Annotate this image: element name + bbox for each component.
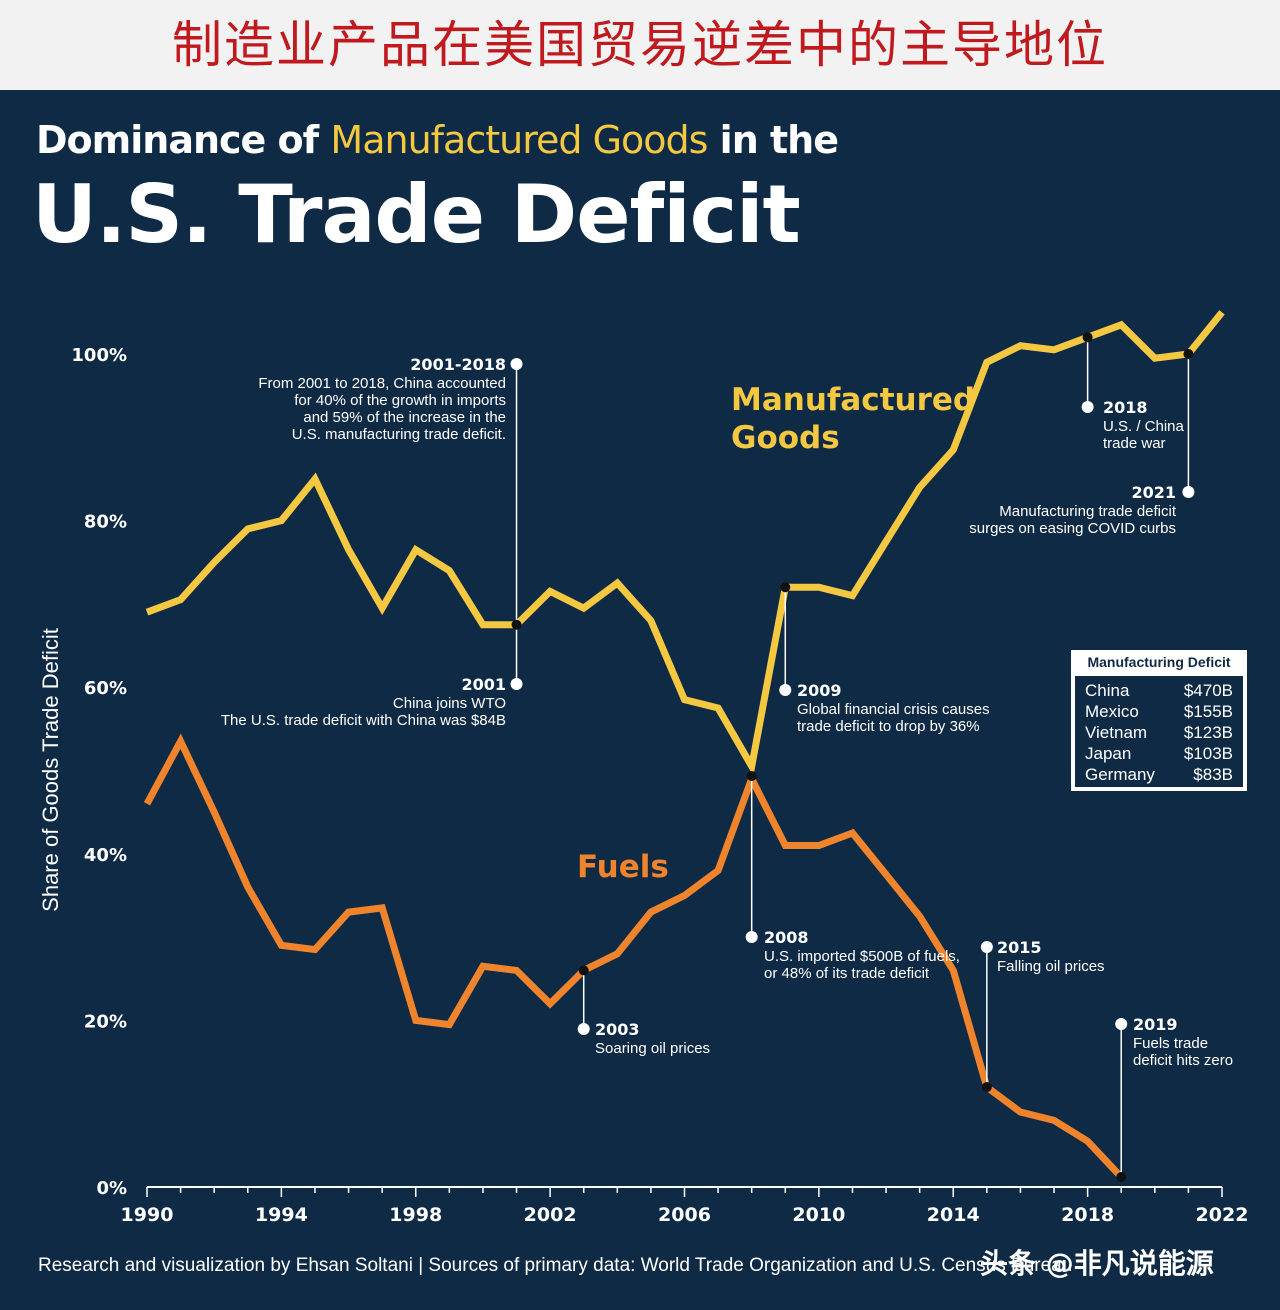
x-tick-label: 2018	[1061, 1204, 1114, 1226]
country: China	[1085, 681, 1130, 700]
annotation-year: 2003	[595, 1020, 640, 1039]
annotation-text: for 40% of the growth in imports	[294, 392, 506, 409]
annotation-text: China joins WTO	[393, 695, 506, 712]
y-tick-label: 40%	[84, 845, 127, 866]
chart-title-main: U.S. Trade Deficit	[32, 168, 801, 261]
deficit-value: $155B	[1183, 702, 1233, 721]
annotation-text: Global financial crisis causes	[797, 701, 990, 718]
annotation-marker	[1182, 486, 1195, 498]
x-tick-label: 2014	[927, 1204, 980, 1226]
annotation-text: Fuels trade	[1133, 1035, 1208, 1052]
table-row: Japan $103B	[1085, 743, 1233, 764]
manufactured-series-label: Manufactured	[731, 382, 975, 418]
country: Japan	[1085, 744, 1132, 763]
x-tick-label: 1990	[121, 1204, 174, 1226]
annotation-year: 2001-2018	[410, 355, 506, 374]
annotation-marker	[745, 931, 758, 943]
annotation-year: 2001	[461, 675, 506, 694]
x-tick-label: 2002	[524, 1204, 577, 1226]
data-point-marker	[1183, 349, 1194, 359]
annotation-text: surges on easing COVID curbs	[969, 520, 1176, 537]
annotation-marker	[980, 941, 993, 953]
annotation-year: 2015	[997, 938, 1042, 957]
chart-title-line1: Dominance of Manufactured Goods in the	[36, 118, 839, 162]
annotation-text: From 2001 to 2018, China accounted	[258, 375, 506, 392]
data-point-marker	[1082, 332, 1093, 343]
annotation-text: U.S. / China	[1103, 418, 1185, 435]
annotation-text: trade deficit to drop by 36%	[797, 718, 980, 735]
annotation-text: The U.S. trade deficit with China was $8…	[221, 712, 506, 729]
fuels-series-label: Fuels	[577, 849, 669, 885]
deficit-value: $123B	[1183, 723, 1233, 742]
y-tick-label: 80%	[84, 512, 127, 533]
annotation-marker	[510, 678, 523, 690]
data-point-marker	[578, 965, 589, 976]
annotation-marker	[577, 1023, 590, 1035]
x-tick-label: 1994	[255, 1204, 308, 1226]
title-highlight: Manufactured Goods	[330, 118, 708, 162]
annotation-text: trade war	[1103, 435, 1166, 452]
banner-title: 制造业产品在美国贸易逆差中的主导地位	[172, 16, 1108, 74]
table-row: Vietnam $123B	[1085, 722, 1233, 743]
annotation-year: 2021	[1131, 483, 1176, 502]
deficit-table: Manufacturing Deficit 2022 China $470B Me…	[1069, 648, 1249, 793]
data-point-marker	[511, 619, 522, 630]
annotation-marker	[1081, 401, 1094, 413]
title-suffix: in the	[707, 118, 839, 162]
table-row: Germany $83B	[1085, 764, 1233, 785]
annotation-text: U.S. manufacturing trade deficit.	[292, 426, 506, 443]
deficit-value: $103B	[1183, 744, 1233, 763]
annotation-marker	[510, 358, 523, 370]
annotation-year: 2018	[1103, 398, 1148, 417]
x-tick-label: 2006	[658, 1204, 711, 1226]
banner: 制造业产品在美国贸易逆差中的主导地位	[0, 0, 1280, 90]
data-point-marker	[981, 1082, 992, 1093]
annotation-text: Falling oil prices	[997, 958, 1105, 975]
deficit-value: $470B	[1183, 681, 1233, 700]
country: Vietnam	[1085, 723, 1148, 742]
x-tick-label: 2010	[792, 1204, 845, 1226]
manufactured-goods-line	[145, 310, 1225, 777]
infographic-panel	[0, 90, 1280, 1310]
x-tick-label: 2022	[1196, 1204, 1249, 1226]
footer-credit: Research and visualization by Ehsan Solt…	[38, 1255, 1073, 1276]
data-point-marker	[780, 582, 791, 593]
manufactured-series-label: Goods	[731, 420, 840, 456]
data-point-marker	[1116, 1172, 1127, 1183]
annotation-text: U.S. imported $500B of fuels,	[764, 948, 960, 965]
y-tick-label: 0%	[96, 1178, 127, 1199]
fuels-line	[143, 733, 1124, 1180]
annotation-text: Soaring oil prices	[595, 1040, 710, 1057]
deficit-table-body: China $470B Mexico $155B Vietnam $123B Japa…	[1075, 676, 1243, 787]
y-tick-label: 100%	[71, 345, 127, 366]
annotation-text: and 59% of the increase in the	[303, 409, 506, 426]
annotation-marker	[779, 684, 792, 696]
y-tick-label: 20%	[84, 1011, 127, 1032]
watermark: 头条 @非凡说能源	[980, 1247, 1214, 1280]
annotation-year: 2019	[1133, 1015, 1178, 1034]
x-tick-label: 1998	[389, 1204, 442, 1226]
country: Mexico	[1085, 702, 1139, 721]
annotation-year: 2009	[797, 681, 842, 700]
data-point-marker	[746, 771, 757, 781]
table-row: China $470B	[1085, 680, 1233, 701]
title-prefix: Dominance of	[36, 118, 331, 162]
annotation-text: Manufacturing trade deficit	[999, 503, 1177, 520]
country: Germany	[1085, 765, 1155, 784]
annotation-marker	[1115, 1018, 1128, 1030]
annotation-text: or 48% of its trade deficit	[764, 965, 930, 982]
deficit-table-title: Manufacturing Deficit 2022	[1087, 654, 1231, 694]
deficit-value: $83B	[1193, 765, 1233, 784]
annotation-text: deficit hits zero	[1133, 1052, 1233, 1069]
y-axis-label: Share of Goods Trade Deficit	[38, 628, 63, 912]
table-row: Mexico $155B	[1085, 701, 1233, 722]
annotation-year: 2008	[764, 928, 809, 947]
y-tick-label: 60%	[84, 678, 127, 699]
